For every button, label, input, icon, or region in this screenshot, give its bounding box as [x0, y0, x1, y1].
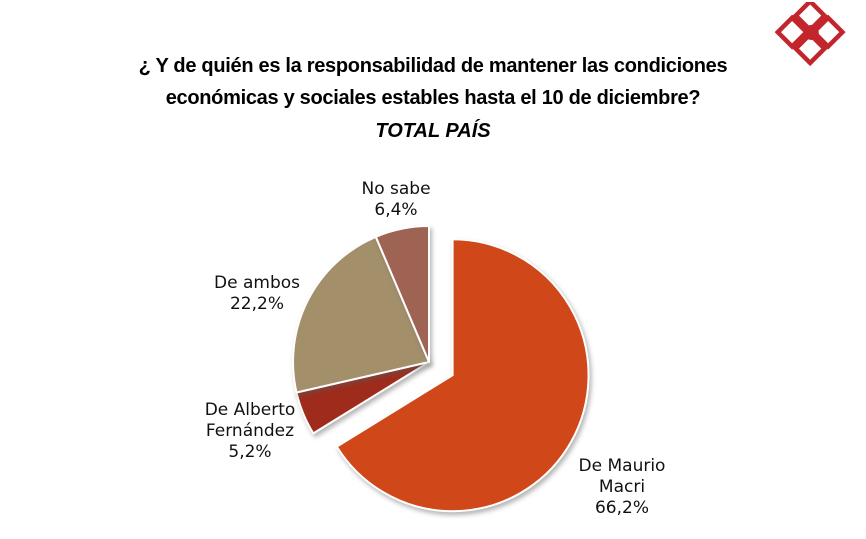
slice-label-text: De Maurio [578, 456, 666, 476]
slice-label-text: De Alberto [204, 400, 296, 420]
slice-label-de-ambos: De ambos 22,2% [214, 273, 300, 315]
slice-label-pct: 22,2% [229, 294, 285, 314]
pie-slice-de-maurio-macri [335, 238, 590, 513]
slice-label-text: Fernández [205, 421, 295, 441]
consultora-logo-icon [774, 2, 846, 66]
slice-label-text: De ambos [214, 273, 300, 293]
slice-label-pct: 6,4% [374, 200, 418, 220]
slice-label-text: No sabe [361, 179, 431, 199]
chart-subtitle: TOTAL PAÍS [375, 120, 491, 142]
slice-label-text: Macri [598, 477, 646, 497]
chart-question-title-line2: económicas y sociales estables hasta el … [165, 87, 701, 109]
slice-label-pct: 5,2% [228, 442, 272, 462]
chart-question-title-line1: ¿ Y de quién es la responsabilidad de ma… [138, 55, 728, 77]
slice-label-maurio-macri: De Maurio Macri 66,2% [579, 456, 666, 519]
pie-slice-no-sabe [374, 224, 430, 363]
slice-label-alberto-fernandez: De Alberto Fernández 5,2% [205, 400, 296, 463]
pie-slice-de-ambos [292, 235, 430, 394]
slice-label-no-sabe: No sabe 6,4% [361, 179, 430, 221]
logo-center-dot [803, 25, 819, 40]
slice-label-pct: 66,2% [594, 498, 649, 518]
chart-header: ¿ Y de quién es la responsabilidad de ma… [0, 50, 866, 146]
